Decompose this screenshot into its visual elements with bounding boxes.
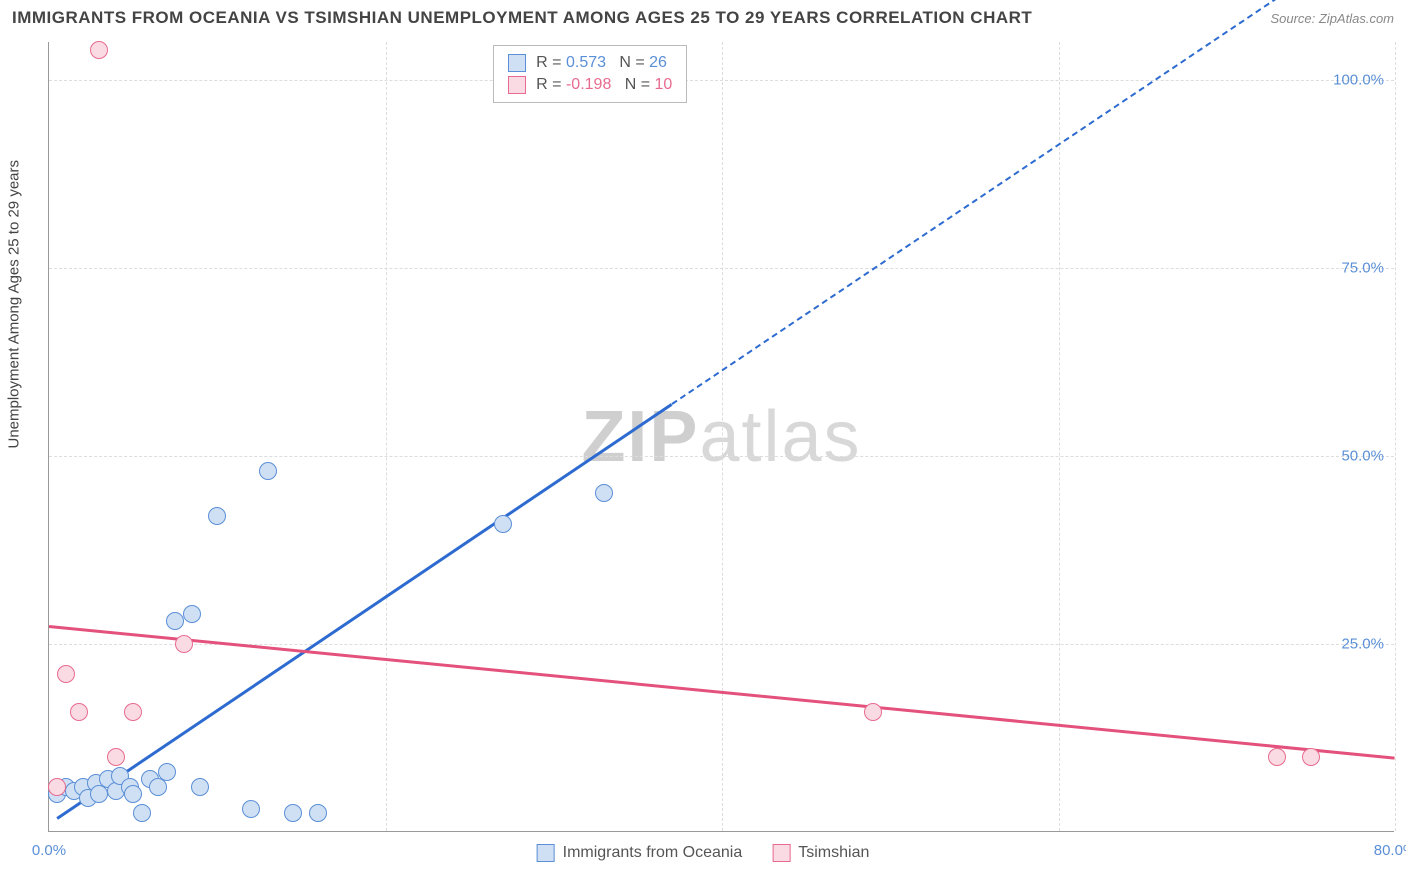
data-point xyxy=(1302,748,1320,766)
data-point xyxy=(183,605,201,623)
data-point xyxy=(48,778,66,796)
y-tick-label: 50.0% xyxy=(1341,447,1384,464)
series-swatch xyxy=(508,76,526,94)
gridline-vertical xyxy=(1395,42,1396,831)
data-point xyxy=(166,612,184,630)
legend-label: Immigrants from Oceania xyxy=(563,844,743,862)
data-point xyxy=(90,41,108,59)
gridline-vertical xyxy=(386,42,387,831)
data-point xyxy=(70,703,88,721)
chart-title: IMMIGRANTS FROM OCEANIA VS TSIMSHIAN UNE… xyxy=(12,8,1032,28)
data-point xyxy=(284,804,302,822)
data-point xyxy=(124,703,142,721)
data-point xyxy=(57,665,75,683)
correlation-stats-box: R = 0.573 N = 26 R = -0.198 N = 10 xyxy=(493,45,687,103)
data-point xyxy=(191,778,209,796)
data-point xyxy=(133,804,151,822)
data-point xyxy=(1268,748,1286,766)
data-point xyxy=(124,785,142,803)
legend-item: Tsimshian xyxy=(772,844,869,862)
legend-label: Tsimshian xyxy=(798,844,869,862)
data-point xyxy=(309,804,327,822)
gridline-vertical xyxy=(1059,42,1060,831)
trend-line-dashed xyxy=(671,0,1278,405)
series-swatch xyxy=(508,54,526,72)
data-point xyxy=(864,703,882,721)
stats-row: R = -0.198 N = 10 xyxy=(508,74,672,96)
x-tick-label: 80.0% xyxy=(1374,842,1406,859)
data-point xyxy=(494,515,512,533)
y-tick-label: 25.0% xyxy=(1341,635,1384,652)
data-point xyxy=(107,748,125,766)
bottom-legend: Immigrants from Oceania Tsimshian xyxy=(527,842,880,864)
legend-swatch xyxy=(772,844,790,862)
x-tick-label: 0.0% xyxy=(32,842,66,859)
y-tick-label: 75.0% xyxy=(1341,259,1384,276)
y-axis-label: Unemployment Among Ages 25 to 29 years xyxy=(6,160,23,449)
data-point xyxy=(595,484,613,502)
y-tick-label: 100.0% xyxy=(1333,71,1384,88)
stats-text: R = 0.573 N = 26 xyxy=(536,54,667,72)
data-point xyxy=(158,763,176,781)
source-attribution: Source: ZipAtlas.com xyxy=(1270,11,1394,26)
legend-item: Immigrants from Oceania xyxy=(537,844,743,862)
trend-line xyxy=(57,403,673,819)
legend-swatch xyxy=(537,844,555,862)
stats-row: R = 0.573 N = 26 xyxy=(508,52,672,74)
data-point xyxy=(259,462,277,480)
data-point xyxy=(242,800,260,818)
scatter-plot-area: ZIPatlas 25.0%50.0%75.0%100.0%0.0%80.0%R… xyxy=(48,42,1394,832)
stats-text: R = -0.198 N = 10 xyxy=(536,76,672,94)
gridline-vertical xyxy=(722,42,723,831)
data-point xyxy=(208,507,226,525)
data-point xyxy=(175,635,193,653)
